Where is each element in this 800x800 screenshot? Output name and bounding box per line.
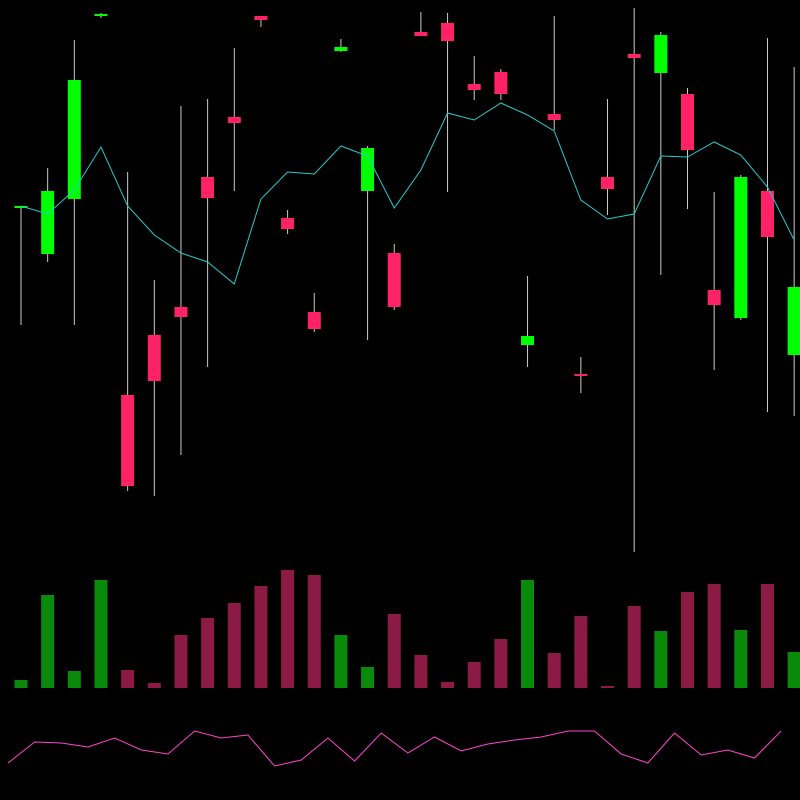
volume-bar bbox=[147, 683, 161, 688]
volume-bar bbox=[254, 586, 268, 688]
volume-bar bbox=[334, 635, 348, 688]
candle-body bbox=[67, 80, 81, 199]
volume-bar bbox=[281, 570, 295, 688]
volume-bar bbox=[521, 580, 535, 688]
candle-body bbox=[574, 374, 588, 376]
candle-body bbox=[147, 335, 161, 381]
volume-bar bbox=[654, 631, 668, 688]
candle-body bbox=[734, 177, 748, 318]
volume-bar bbox=[414, 655, 428, 688]
candle-body bbox=[94, 14, 108, 16]
volume-bar bbox=[307, 575, 321, 688]
candle-body bbox=[627, 54, 641, 58]
candle-body bbox=[361, 148, 375, 191]
candle-body bbox=[494, 72, 508, 94]
indicator-line bbox=[7, 730, 782, 767]
volume-bar bbox=[627, 606, 641, 688]
volume-bar bbox=[494, 639, 508, 688]
volume-bar bbox=[201, 618, 215, 688]
candle-body bbox=[441, 23, 455, 41]
moving-average bbox=[20, 102, 795, 285]
volume-bar bbox=[707, 584, 721, 688]
candle-body bbox=[14, 206, 28, 208]
candle-body bbox=[547, 114, 561, 120]
candle-body bbox=[254, 16, 268, 20]
volume-bar bbox=[121, 670, 135, 688]
candle-body bbox=[307, 312, 321, 329]
candle-body bbox=[760, 191, 774, 237]
candle-body bbox=[41, 191, 55, 254]
volume-bar bbox=[441, 682, 455, 688]
candle-body bbox=[201, 177, 215, 198]
candle-body bbox=[654, 35, 668, 73]
volume-bar bbox=[94, 580, 108, 688]
volume-bar bbox=[467, 662, 481, 688]
candle-body bbox=[787, 287, 800, 355]
volume-bar bbox=[760, 584, 774, 688]
volume-bar bbox=[547, 653, 561, 688]
volume-bar bbox=[361, 667, 375, 688]
candle-body bbox=[601, 177, 615, 189]
volume-bar bbox=[574, 616, 588, 688]
volume-bar bbox=[41, 595, 55, 688]
volume-bar bbox=[174, 635, 188, 688]
volume-bar bbox=[387, 614, 401, 688]
candle-body bbox=[467, 84, 481, 90]
candle-body bbox=[681, 94, 694, 150]
candle-body bbox=[281, 218, 295, 229]
volume-bar bbox=[227, 603, 241, 688]
candle-body bbox=[387, 253, 401, 307]
volume-bar bbox=[67, 671, 81, 688]
volume-bar bbox=[14, 680, 28, 688]
candle-body bbox=[521, 336, 535, 345]
candle-body bbox=[227, 117, 241, 123]
volume-bar bbox=[601, 686, 615, 688]
candle-body bbox=[707, 290, 721, 305]
candle-body bbox=[414, 32, 428, 36]
volume-bar bbox=[681, 592, 694, 688]
volume-bar bbox=[734, 630, 748, 688]
candle-body bbox=[334, 47, 348, 51]
candle-body bbox=[174, 307, 188, 317]
volume-bar bbox=[787, 652, 800, 688]
candle-body bbox=[121, 395, 135, 486]
